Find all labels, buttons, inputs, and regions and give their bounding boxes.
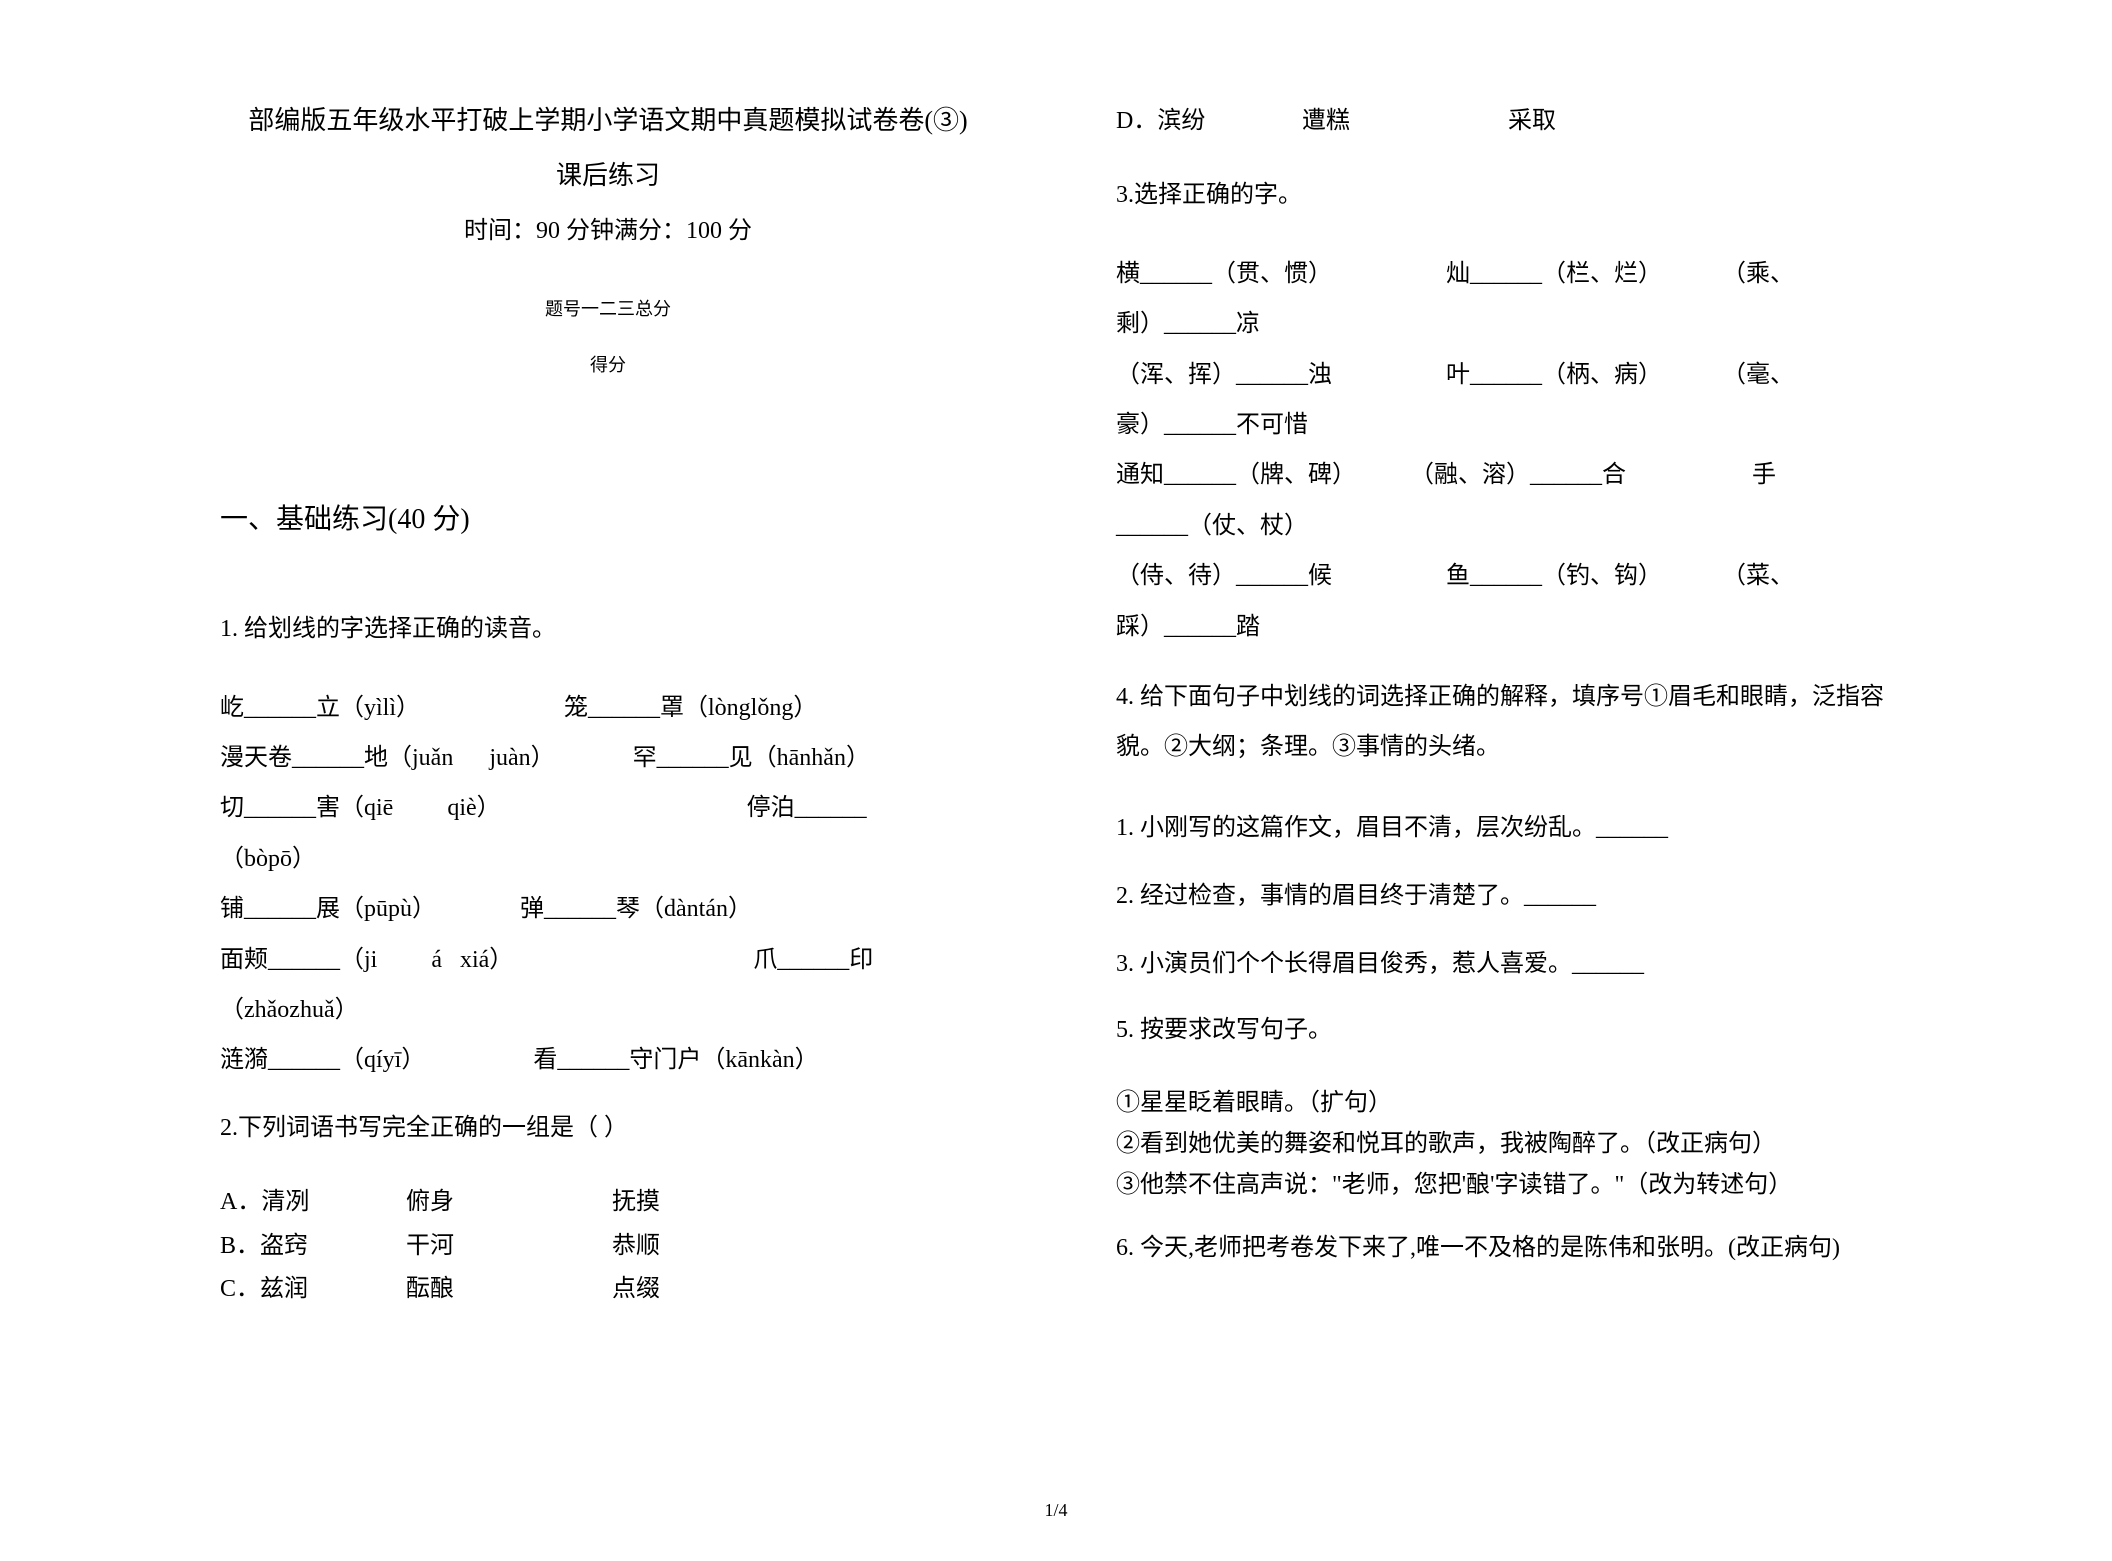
exam-subtitle: 课后练习 xyxy=(220,155,996,192)
q3-line1: 横______（贯、惯） 灿______（栏、烂） （乘、 xyxy=(1116,249,1892,299)
q1-line4: 铺______展（pūpù） 弹______琴（dàntán） xyxy=(220,884,996,934)
q5-line2: ②看到她优美的舞姿和悦耳的歌声，我被陶醉了。（改正病句） xyxy=(1116,1124,1892,1165)
q1-line3b: （bòpō） xyxy=(220,834,996,884)
q1-line6: 涟漪______（qíyī） 看______守门户（kānkàn） xyxy=(220,1035,996,1085)
q2-d-w1: 遭糕 xyxy=(1302,100,1502,143)
q5-line3: ③他禁不住高声说："老师，您把'酿'字读错了。"（改为转述句） xyxy=(1116,1165,1892,1206)
q5-line1: ①星星眨着眼睛。（扩句） xyxy=(1116,1083,1892,1124)
q2-c-label: C．兹润 xyxy=(220,1268,400,1311)
q3-line2b: 豪）______不可惜 xyxy=(1116,400,1892,450)
q1-line3: 切______害（qiē qiè） 停泊______ xyxy=(220,783,996,833)
q2-c-w1: 酝酿 xyxy=(406,1268,606,1311)
q1-line2: 漫天卷______地（juǎn juàn） 罕______见（hānhǎn） xyxy=(220,733,996,783)
q2-a-w1: 俯身 xyxy=(406,1181,606,1224)
question-5-prompt: 5. 按要求改写句子。 xyxy=(1116,1008,1892,1054)
q2-options: A．清冽 俯身 抚摸 B．盗窍 干河 恭顺 C．兹润 酝酿 点缀 xyxy=(220,1181,996,1311)
exam-title: 部编版五年级水平打破上学期小学语文期中真题模拟试卷卷(③) xyxy=(220,100,996,137)
left-column: 部编版五年级水平打破上学期小学语文期中真题模拟试卷卷(③) 课后练习 时间：90… xyxy=(0,100,1056,1501)
q2-c-w2: 点缀 xyxy=(612,1276,660,1302)
q4-sub1: 1. 小刚写的这篇作文，眉目不清，层次纷乱。______ xyxy=(1116,803,1892,853)
q4-sub2: 2. 经过检查，事情的眉目终于清楚了。______ xyxy=(1116,871,1892,921)
q2-a-label: A．清冽 xyxy=(220,1181,400,1224)
q1-line5: 面颊______（ji á xiá） 爪______印 xyxy=(220,935,996,985)
q3-line3: 通知______（牌、碑） （融、溶）______合 手 xyxy=(1116,450,1892,500)
q2-option-b: B．盗窍 干河 恭顺 xyxy=(220,1225,996,1268)
q3-line1b: 剩）______凉 xyxy=(1116,299,1892,349)
question-2-prompt: 2.下列词语书写完全正确的一组是（ ） xyxy=(220,1106,996,1152)
q1-line1: 屹______立（yìlì） 笼______罩（lònglǒng） xyxy=(220,683,996,733)
q1-line5b: （zhǎozhuǎ） xyxy=(220,985,996,1035)
q2-a-w2: 抚摸 xyxy=(612,1189,660,1215)
question-4-prompt: 4. 给下面句子中划线的词选择正确的解释，填序号①眉毛和眼睛，泛指容貌。②大纲；… xyxy=(1116,672,1892,773)
right-column: D．滨纷 遭糕 采取 3.选择正确的字。 横______（贯、惯） 灿_____… xyxy=(1056,100,2112,1501)
q2-d-label: D．滨纷 xyxy=(1116,100,1296,143)
q2-option-c: C．兹润 酝酿 点缀 xyxy=(220,1268,996,1311)
page-number: 1/4 xyxy=(1044,1500,1067,1521)
q3-content: 横______（贯、惯） 灿______（栏、烂） （乘、 剩）______凉 … xyxy=(1116,249,1892,652)
q2-option-d: D．滨纷 遭糕 采取 xyxy=(1116,100,1892,143)
q3-line3b: ______（仗、杖） xyxy=(1116,501,1892,551)
time-info: 时间：90 分钟满分：100 分 xyxy=(220,210,996,245)
q3-line4b: 踩）______踏 xyxy=(1116,602,1892,652)
q2-b-w2: 恭顺 xyxy=(612,1233,660,1259)
q2-option-a: A．清冽 俯身 抚摸 xyxy=(220,1181,996,1224)
question-1-prompt: 1. 给划线的字选择正确的读音。 xyxy=(220,607,996,653)
section-1-title: 一、基础练习(40 分) xyxy=(220,497,996,537)
q1-content: 屹______立（yìlì） 笼______罩（lònglǒng） 漫天卷___… xyxy=(220,683,996,1086)
score-label: 得分 xyxy=(220,351,996,377)
question-3-prompt: 3.选择正确的字。 xyxy=(1116,173,1892,219)
q2-b-w1: 干河 xyxy=(406,1225,606,1268)
q3-line2: （浑、挥）______浊 叶______（柄、病） （毫、 xyxy=(1116,350,1892,400)
q2-d-w2: 采取 xyxy=(1508,108,1556,134)
q2-b-label: B．盗窍 xyxy=(220,1225,400,1268)
q3-line4: （侍、待）______候 鱼______（钓、钩） （菜、 xyxy=(1116,551,1892,601)
page-container: 部编版五年级水平打破上学期小学语文期中真题模拟试卷卷(③) 课后练习 时间：90… xyxy=(0,0,2112,1561)
q5-content: ①星星眨着眼睛。（扩句） ②看到她优美的舞姿和悦耳的歌声，我被陶醉了。（改正病句… xyxy=(1116,1083,1892,1205)
q4-sub3: 3. 小演员们个个长得眉目俊秀，惹人喜爱。______ xyxy=(1116,939,1892,989)
question-6-prompt: 6. 今天,老师把考卷发下来了,唯一不及格的是陈伟和张明。(改正病句) xyxy=(1116,1226,1892,1272)
score-table-header: 题号一二三总分 xyxy=(220,295,996,321)
